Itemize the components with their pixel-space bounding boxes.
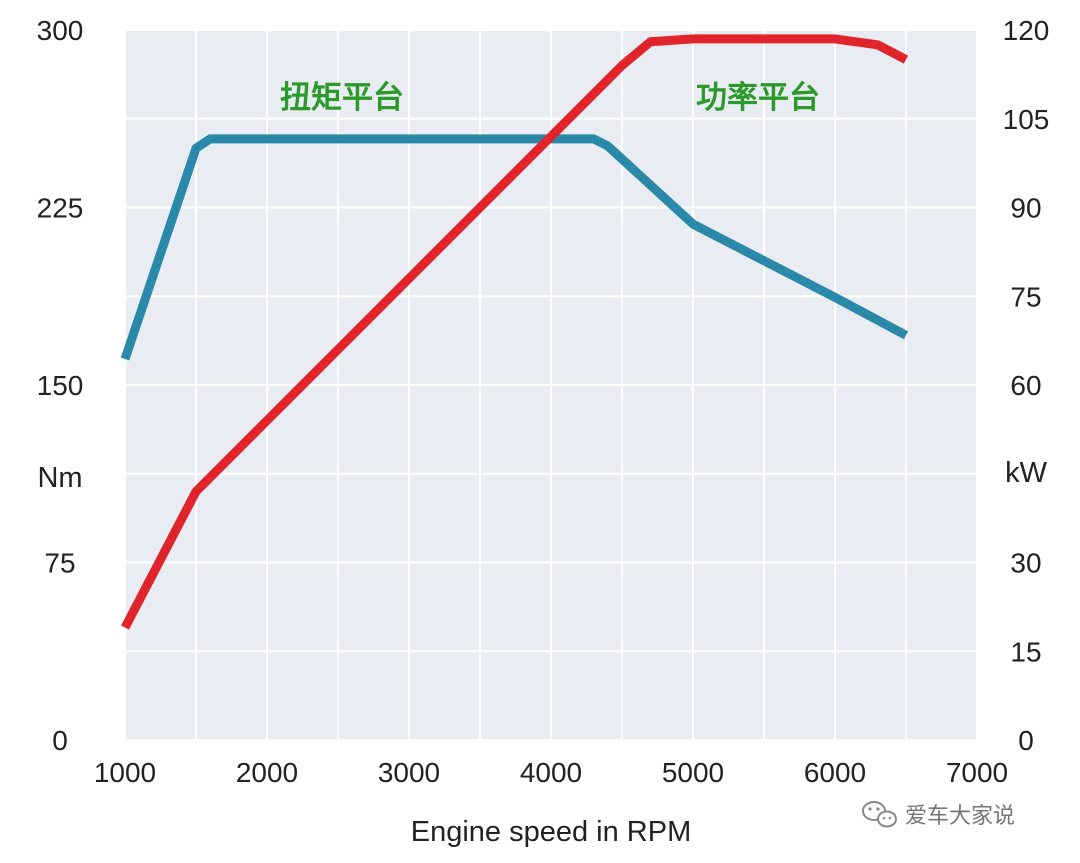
y-left-label: Nm (37, 462, 82, 494)
y-right-tick-label: 105 (1003, 104, 1050, 135)
series-lines (120, 34, 909, 630)
x-tick-label: 5000 (662, 757, 724, 788)
wechat-icon (862, 801, 897, 828)
x-tick-label: 4000 (520, 757, 582, 788)
watermark-text: 爱车大家说 (905, 804, 1015, 829)
power-curve (121, 34, 909, 630)
y-left-tick-label: 225 (37, 193, 84, 224)
y-left-tick-label: 150 (37, 370, 84, 401)
tick-labels: 1000 2000 3000 4000 5000 6000 7000075150225300… (37, 15, 1050, 788)
torque-plateau-annotation: 扭矩平台 (280, 80, 404, 116)
x-tick-label: 6000 (804, 757, 866, 788)
y-left-tick-label: 0 (52, 725, 68, 756)
y-right-tick-label: 120 (1003, 15, 1050, 46)
y-right-tick-label: 0 (1018, 725, 1034, 756)
grid-lines (124, 29, 978, 741)
y-right-tick-label: 90 (1010, 193, 1041, 224)
power-plateau-annotation: 功率平台 (696, 80, 820, 116)
y-right-tick-label: 30 (1010, 548, 1041, 579)
x-tick-label: 3000 (378, 757, 440, 788)
x-tick-label: 7000 (946, 757, 1008, 788)
torque-curve (120, 134, 909, 361)
x-tick-label: 1000 (94, 757, 156, 788)
y-right-tick-label: 15 (1010, 636, 1041, 667)
y-left-tick-label: 300 (37, 15, 84, 46)
x-axis-title: Engine speed in RPM (411, 816, 692, 848)
x-tick-label: 2000 (236, 757, 298, 788)
y-right-tick-label: 60 (1010, 370, 1041, 401)
y-right-tick-label: 75 (1010, 281, 1041, 312)
y-right-label: kW (1005, 457, 1048, 489)
watermark: 爱车大家说 (862, 801, 1015, 829)
y-left-tick-label: 75 (44, 548, 75, 579)
